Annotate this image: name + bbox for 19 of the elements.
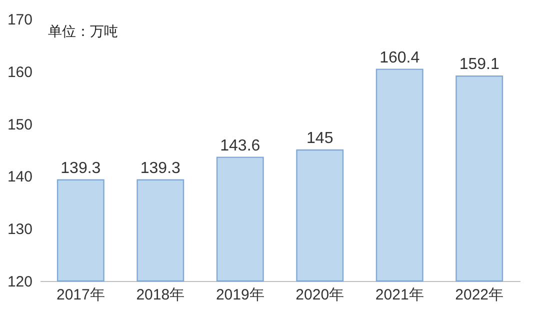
- x-tick-label: 2020年: [296, 286, 344, 304]
- annotation: 单位：万吨: [48, 23, 118, 39]
- x-tick-label: 2017年: [56, 286, 105, 304]
- data-label: 143.6: [220, 137, 260, 154]
- x-tick-label: 2019年: [216, 286, 264, 304]
- y-tick-label: 160: [7, 64, 32, 81]
- data-label: 159.1: [459, 56, 500, 74]
- y-tick-label: 140: [7, 168, 32, 186]
- data-label: 139.3: [140, 160, 181, 177]
- x-tick-label: 2021年: [375, 286, 424, 304]
- data-label: 139.3: [60, 160, 101, 177]
- y-tick-label: 150: [7, 116, 32, 134]
- x-tick-label: 2022年: [455, 286, 504, 304]
- data-label: 145: [306, 130, 334, 147]
- y-tick-label: 120: [7, 274, 32, 290]
- data-label: 160.4: [380, 49, 420, 66]
- x-tick-label: 2018年: [136, 286, 185, 304]
- y-tick-label: 170: [7, 12, 32, 28]
- y-tick-label: 130: [7, 221, 32, 238]
